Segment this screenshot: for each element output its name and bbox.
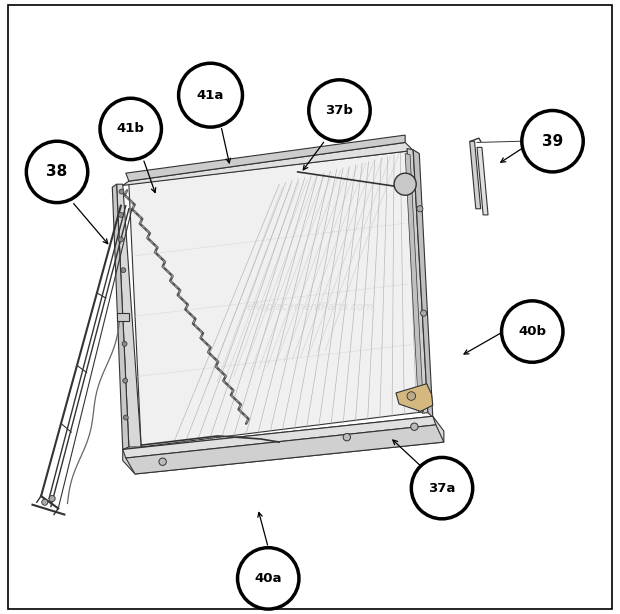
- Text: eReplacementParts.com: eReplacementParts.com: [246, 302, 374, 312]
- Circle shape: [179, 63, 242, 127]
- Polygon shape: [123, 142, 413, 185]
- Circle shape: [42, 499, 48, 505]
- Polygon shape: [407, 149, 428, 413]
- Circle shape: [407, 392, 415, 400]
- Circle shape: [49, 495, 55, 502]
- Circle shape: [123, 378, 128, 383]
- Circle shape: [100, 98, 161, 160]
- Circle shape: [123, 415, 128, 420]
- Text: 39: 39: [542, 134, 563, 149]
- Circle shape: [411, 457, 472, 519]
- Polygon shape: [123, 416, 436, 458]
- Text: 41a: 41a: [197, 88, 224, 102]
- Polygon shape: [477, 147, 488, 215]
- Polygon shape: [129, 150, 427, 447]
- Circle shape: [309, 80, 370, 141]
- Text: 37b: 37b: [326, 104, 353, 117]
- Polygon shape: [413, 150, 433, 418]
- Polygon shape: [135, 163, 414, 437]
- Polygon shape: [123, 416, 444, 474]
- Circle shape: [410, 423, 418, 430]
- Polygon shape: [117, 184, 141, 447]
- Polygon shape: [112, 184, 129, 449]
- Text: 38: 38: [46, 165, 68, 179]
- Circle shape: [26, 141, 88, 203]
- Text: 41b: 41b: [117, 122, 144, 136]
- Circle shape: [121, 268, 126, 273]
- Text: 40b: 40b: [518, 325, 546, 338]
- Circle shape: [122, 341, 127, 346]
- Polygon shape: [132, 155, 422, 443]
- Polygon shape: [126, 425, 444, 474]
- Circle shape: [522, 111, 583, 172]
- Polygon shape: [117, 313, 129, 321]
- Circle shape: [417, 206, 423, 212]
- Circle shape: [420, 310, 427, 316]
- Circle shape: [118, 237, 123, 242]
- Polygon shape: [396, 384, 433, 411]
- Circle shape: [502, 301, 563, 362]
- Polygon shape: [126, 135, 405, 181]
- Text: 40a: 40a: [254, 572, 282, 585]
- Circle shape: [394, 173, 416, 195]
- Circle shape: [343, 433, 350, 441]
- Text: 37a: 37a: [428, 481, 456, 495]
- Circle shape: [237, 548, 299, 609]
- Polygon shape: [405, 154, 423, 413]
- Polygon shape: [469, 141, 481, 209]
- Circle shape: [159, 458, 166, 465]
- Circle shape: [118, 212, 123, 217]
- Circle shape: [119, 189, 124, 194]
